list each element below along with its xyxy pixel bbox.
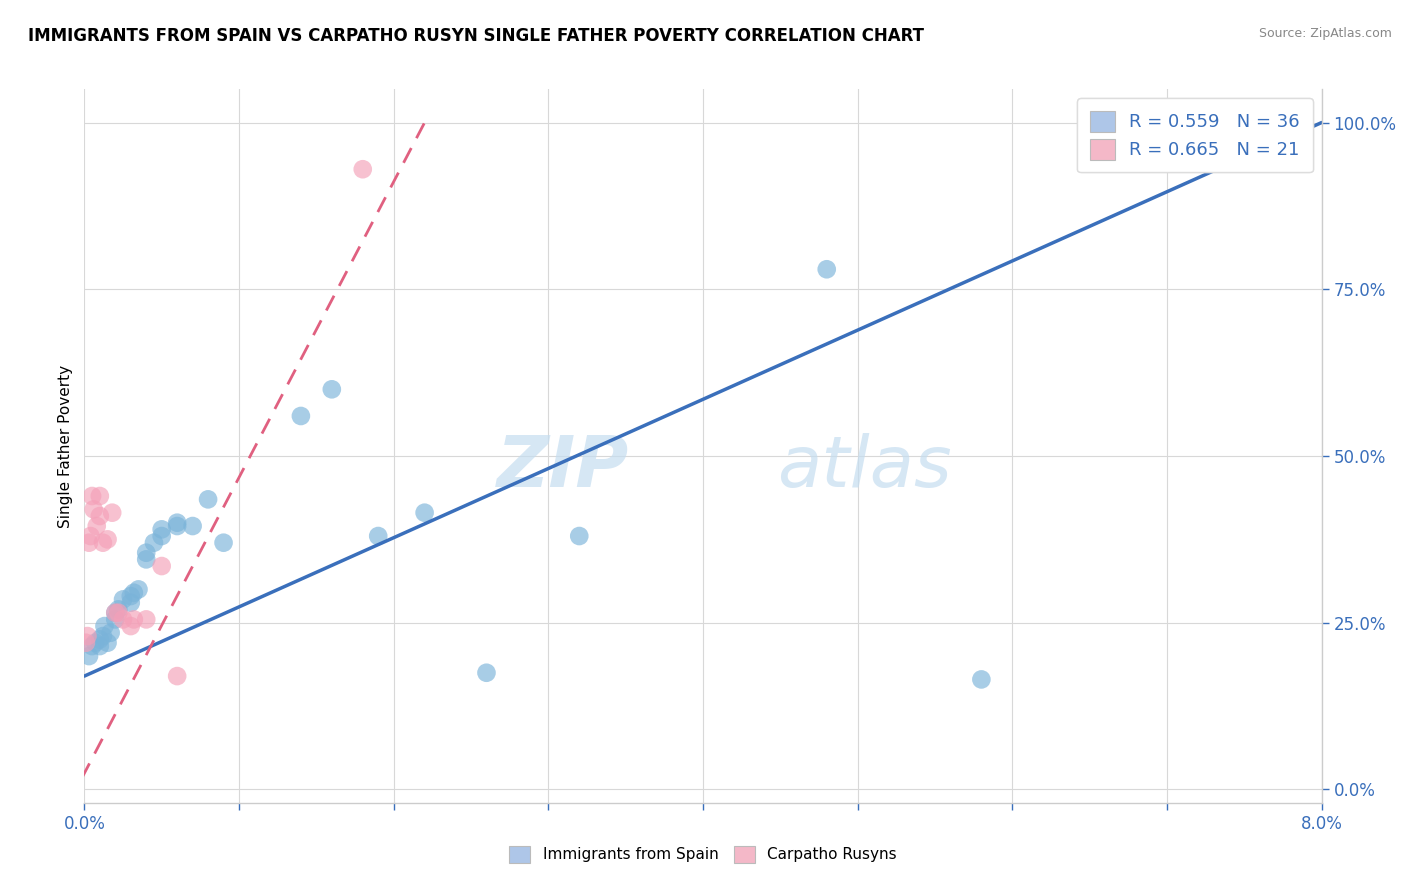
Point	[84, 636, 107, 650]
Point	[1233, 115, 1256, 129]
Point	[120, 589, 142, 603]
Point	[107, 602, 129, 616]
Point	[181, 519, 204, 533]
Point	[135, 546, 157, 560]
Point	[93, 619, 115, 633]
Point	[166, 519, 188, 533]
Point	[89, 639, 111, 653]
Point	[475, 665, 498, 680]
Text: ZIP: ZIP	[496, 433, 628, 502]
Text: Source: ZipAtlas.com: Source: ZipAtlas.com	[1258, 27, 1392, 40]
Point	[101, 506, 124, 520]
Point	[91, 535, 114, 549]
Point	[77, 649, 100, 664]
Point	[107, 606, 129, 620]
Text: IMMIGRANTS FROM SPAIN VS CARPATHO RUSYN SINGLE FATHER POVERTY CORRELATION CHART: IMMIGRANTS FROM SPAIN VS CARPATHO RUSYN …	[28, 27, 924, 45]
Point	[212, 535, 235, 549]
Point	[413, 506, 436, 520]
Point	[83, 502, 105, 516]
Point	[89, 509, 111, 524]
Point	[89, 632, 111, 647]
Point	[290, 409, 312, 423]
Point	[104, 612, 127, 626]
Point	[82, 489, 104, 503]
Point	[135, 612, 157, 626]
Legend: Immigrants from Spain, Carpatho Rusyns: Immigrants from Spain, Carpatho Rusyns	[496, 833, 910, 875]
Point	[150, 559, 173, 574]
Point	[75, 636, 97, 650]
Point	[135, 552, 157, 566]
Point	[970, 673, 993, 687]
Point	[112, 592, 135, 607]
Point	[104, 606, 127, 620]
Point	[122, 612, 145, 626]
Point	[815, 262, 838, 277]
Point	[150, 529, 173, 543]
Point	[352, 162, 374, 177]
Point	[96, 533, 120, 547]
Point	[76, 629, 98, 643]
Point	[79, 529, 101, 543]
Point	[77, 535, 100, 549]
Point	[89, 489, 111, 503]
Point	[122, 585, 145, 599]
Point	[112, 612, 135, 626]
Point	[91, 629, 114, 643]
Point	[321, 382, 343, 396]
Point	[166, 516, 188, 530]
Point	[104, 606, 127, 620]
Point	[568, 529, 591, 543]
Point	[166, 669, 188, 683]
Point	[96, 636, 120, 650]
Text: atlas: atlas	[778, 433, 952, 502]
Point	[143, 535, 166, 549]
Point	[150, 522, 173, 536]
Point	[120, 596, 142, 610]
Legend: R = 0.559   N = 36, R = 0.665   N = 21: R = 0.559 N = 36, R = 0.665 N = 21	[1077, 98, 1313, 172]
Point	[120, 619, 142, 633]
Point	[197, 492, 219, 507]
Point	[86, 519, 108, 533]
Point	[82, 639, 104, 653]
Point	[128, 582, 150, 597]
Point	[100, 625, 122, 640]
Point	[367, 529, 389, 543]
Y-axis label: Single Father Poverty: Single Father Poverty	[58, 365, 73, 527]
